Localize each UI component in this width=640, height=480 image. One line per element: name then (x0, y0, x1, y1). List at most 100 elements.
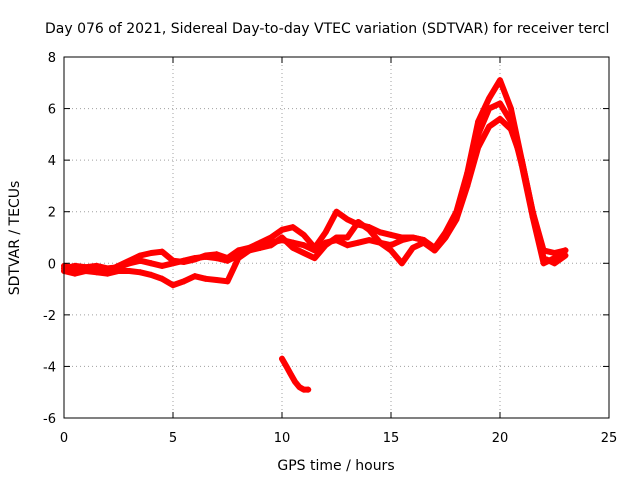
data-point (366, 237, 373, 244)
data-point (475, 118, 482, 125)
series-line (279, 355, 312, 393)
data-point (366, 226, 373, 233)
data-point (388, 247, 394, 254)
x-tick-label: 10 (274, 431, 291, 446)
data-point (202, 253, 209, 260)
data-point (355, 239, 362, 246)
data-point (540, 260, 547, 267)
y-axis: -6 -4 -2 0 2 4 6 8 (43, 51, 609, 427)
x-tick-label: 15 (383, 431, 400, 446)
data-point (507, 118, 514, 125)
x-tick-label: 0 (60, 431, 68, 446)
data-point (283, 363, 290, 370)
y-tick-label: 2 (48, 206, 56, 221)
data-point (235, 255, 242, 262)
x-axis: 0 5 10 15 20 25 (60, 57, 617, 446)
y-tick-label: 8 (48, 51, 56, 66)
data-point (486, 123, 493, 130)
data-point (311, 255, 318, 262)
data-point (224, 278, 231, 285)
data-point (268, 234, 275, 241)
data-point (126, 260, 133, 267)
x-axis-label: GPS time / hours (277, 458, 394, 474)
data-point (202, 275, 209, 282)
data-point (170, 282, 176, 289)
data-point (431, 247, 438, 254)
data-point (279, 234, 285, 241)
data-point (551, 255, 558, 262)
data-point (475, 131, 482, 138)
data-point (148, 260, 155, 267)
x-tick-label: 20 (492, 431, 509, 446)
data-point (289, 224, 296, 231)
data-point (289, 244, 296, 251)
data-point (71, 270, 78, 277)
data-point (562, 247, 569, 254)
data-point (409, 244, 416, 251)
data-point (115, 268, 122, 275)
data-point (148, 249, 155, 256)
data-point (398, 237, 405, 244)
data-point (224, 257, 231, 264)
data-point (268, 242, 275, 249)
data-point (137, 269, 144, 276)
data-point (377, 229, 384, 236)
data-point (213, 255, 220, 262)
series-trace-b (61, 115, 569, 272)
data-point (300, 231, 307, 238)
data-point (213, 277, 220, 284)
data-point (287, 371, 294, 378)
y-tick-label: 6 (48, 103, 56, 118)
data-point (388, 231, 394, 238)
x-tick-label: 5 (169, 431, 177, 446)
data-point (518, 162, 525, 169)
data-point (292, 378, 299, 385)
data-point (355, 219, 362, 226)
x-tick-label: 25 (601, 431, 618, 446)
data-point (322, 242, 329, 249)
data-point (344, 216, 351, 223)
data-point (529, 213, 536, 220)
data-point (148, 271, 155, 278)
data-point (497, 100, 503, 107)
data-point (279, 355, 285, 362)
y-tick-label: 0 (48, 257, 56, 272)
plot-frame (63, 56, 610, 419)
data-point (300, 249, 307, 256)
data-point (322, 229, 329, 236)
data-point (257, 244, 264, 251)
chart-title: Day 076 of 2021, Sidereal Day-to-day VTE… (45, 21, 609, 37)
data-point (191, 255, 198, 262)
data-point (305, 386, 312, 393)
data-point (191, 273, 198, 280)
y-tick-label: -2 (43, 309, 56, 324)
y-tick-label: 4 (48, 154, 56, 169)
series-outlier-segment (279, 355, 312, 393)
data-point (104, 265, 111, 272)
data-point (159, 275, 166, 282)
data-point (93, 262, 100, 269)
data-point (279, 226, 285, 233)
data-point (71, 262, 78, 269)
data-point (126, 268, 133, 275)
data-point (409, 234, 416, 241)
data-point (137, 257, 144, 264)
data-point (453, 213, 460, 220)
data-point (170, 260, 176, 267)
series-layer (61, 77, 569, 393)
data-point (486, 95, 493, 102)
data-point (442, 234, 449, 241)
y-axis-label: SDTVAR / TECUs (7, 181, 23, 296)
y-tick-label: -6 (43, 412, 56, 427)
data-point (180, 257, 187, 264)
data-point (333, 208, 340, 215)
data-point (93, 269, 100, 276)
data-point (159, 262, 166, 269)
data-point (311, 247, 318, 254)
data-point (246, 247, 253, 254)
data-point (300, 242, 307, 249)
data-point (507, 105, 514, 112)
data-point (333, 234, 340, 241)
y-tick-label: -4 (43, 360, 56, 375)
